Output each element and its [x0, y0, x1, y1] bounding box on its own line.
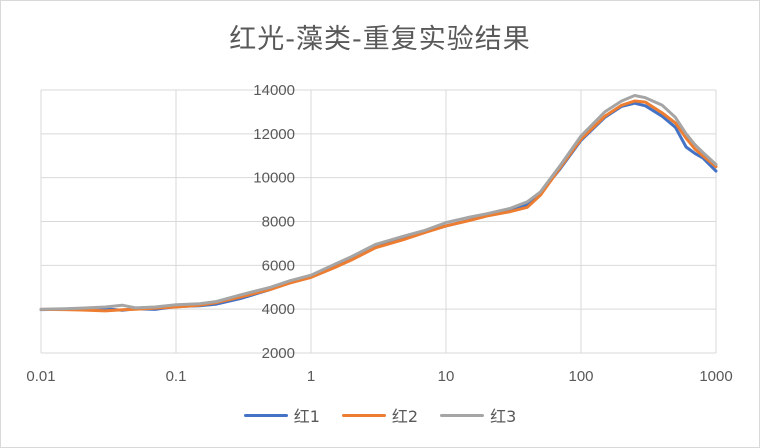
legend-label: 红2: [391, 407, 419, 426]
x-tick-label: 1000: [699, 368, 732, 385]
y-tick-label: 14000: [253, 82, 295, 99]
x-tick-label: 100: [568, 368, 593, 385]
legend-item-2: 红2: [341, 403, 419, 427]
legend-label: 红3: [490, 407, 517, 426]
series-line-2: [39, 99, 718, 313]
legend-swatch: [341, 413, 386, 417]
x-tick-label: 1: [307, 368, 315, 385]
legend-item-3: 红3: [440, 403, 516, 427]
legend-item-1: 红1: [243, 403, 320, 427]
y-tick-label: 2000: [262, 345, 295, 362]
x-tick-label: 0.01: [26, 368, 55, 385]
y-tick-label: 8000: [262, 214, 295, 231]
legend-swatch: [440, 413, 485, 417]
y-tick-label: 10000: [253, 170, 295, 187]
chart-title: 红光-藻类-重复实验结果: [229, 24, 531, 55]
x-tick-label: 0.1: [166, 368, 187, 385]
y-tick-label: 4000: [262, 301, 295, 318]
legend-label: 红1: [293, 407, 320, 426]
legend-swatch: [243, 413, 288, 417]
series-line-3: [39, 94, 718, 311]
y-tick-label: 6000: [262, 257, 295, 274]
chart-legend: 红1 红2 红3: [1, 403, 759, 427]
y-tick-label: 12000: [253, 126, 295, 143]
x-tick-label: 10: [438, 368, 455, 385]
